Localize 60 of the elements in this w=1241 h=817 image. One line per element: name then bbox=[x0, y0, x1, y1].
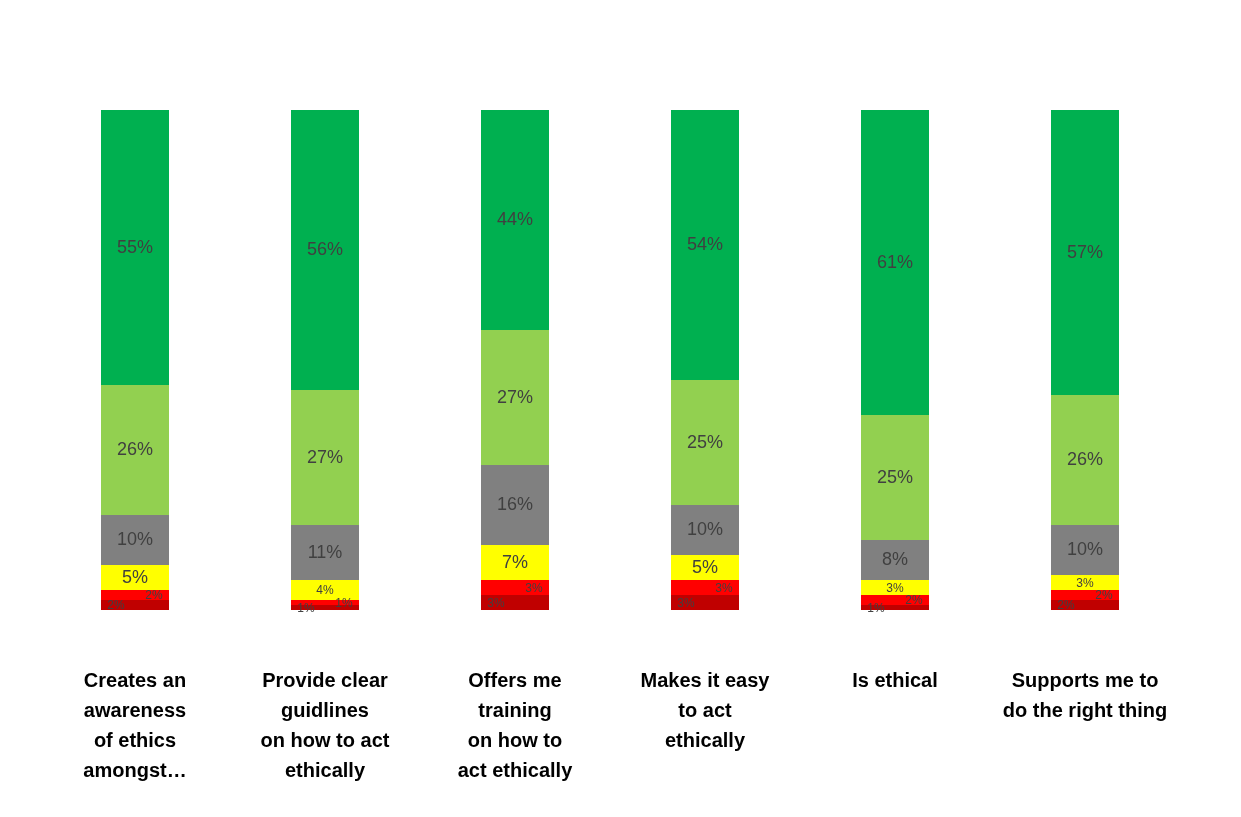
bar bbox=[481, 545, 549, 580]
data-label: 54% bbox=[686, 234, 724, 254]
data-label: 2% bbox=[145, 588, 163, 602]
x-tick-label: Makes it easy to act ethically bbox=[640, 668, 771, 751]
data-label: 2% bbox=[1095, 588, 1113, 602]
data-label: 5% bbox=[691, 556, 719, 577]
data-label: 25% bbox=[876, 466, 914, 487]
data-label: 61% bbox=[876, 251, 914, 272]
data-label: 5% bbox=[121, 566, 149, 587]
data-label: 3% bbox=[525, 580, 543, 595]
bar bbox=[101, 515, 169, 565]
bar bbox=[861, 415, 929, 540]
bar bbox=[671, 380, 739, 505]
data-label: 7% bbox=[501, 551, 529, 572]
data-label: 2% bbox=[905, 593, 923, 607]
data-label: 3% bbox=[487, 595, 505, 610]
bar bbox=[291, 525, 359, 580]
bar bbox=[291, 390, 359, 525]
data-label: 1% bbox=[335, 595, 353, 610]
bar bbox=[861, 540, 929, 580]
x-tick-label: Is ethical bbox=[852, 668, 938, 691]
bar bbox=[1051, 110, 1119, 395]
bar bbox=[291, 580, 359, 600]
bar bbox=[1051, 395, 1119, 525]
data-label: 16% bbox=[496, 494, 534, 514]
data-label: 44% bbox=[496, 209, 534, 229]
x-tick-label: Offers me training on how to act ethically bbox=[457, 668, 574, 781]
x-tick-label: Creates an awareness of ethics amongst… bbox=[83, 668, 187, 781]
data-label: 4% bbox=[316, 583, 334, 597]
data-label: 3% bbox=[715, 580, 733, 595]
data-label: 3% bbox=[886, 580, 904, 595]
data-label: 10% bbox=[116, 529, 154, 549]
data-label: 10% bbox=[1066, 539, 1104, 559]
bar bbox=[861, 110, 929, 415]
data-label: 3% bbox=[677, 595, 695, 610]
x-tick-label: Provide clear guidlines on how to act ethically bbox=[260, 668, 390, 781]
data-label: 26% bbox=[116, 439, 154, 459]
bar bbox=[671, 505, 739, 555]
bar bbox=[291, 110, 359, 390]
x-tick-label: Supports me to do the right thing bbox=[1002, 668, 1168, 721]
bar bbox=[481, 465, 549, 545]
data-label: 27% bbox=[496, 386, 534, 407]
bar bbox=[101, 110, 169, 385]
bar bbox=[101, 385, 169, 515]
data-label: 2% bbox=[1057, 598, 1075, 612]
bar bbox=[481, 110, 549, 330]
bar bbox=[671, 110, 739, 380]
data-label: 26% bbox=[1066, 449, 1104, 469]
bar bbox=[1051, 525, 1119, 575]
data-label: 2% bbox=[107, 598, 125, 612]
data-label: 3% bbox=[1076, 575, 1094, 590]
data-label: 55% bbox=[116, 236, 154, 257]
data-label: 25% bbox=[686, 431, 724, 452]
data-label: 8% bbox=[881, 549, 909, 569]
data-label: 27% bbox=[306, 446, 344, 467]
bar bbox=[481, 330, 549, 465]
data-label: 57% bbox=[1066, 241, 1104, 262]
data-label: 10% bbox=[686, 519, 724, 539]
data-label: 11% bbox=[307, 541, 343, 562]
data-label: 56% bbox=[306, 239, 344, 259]
